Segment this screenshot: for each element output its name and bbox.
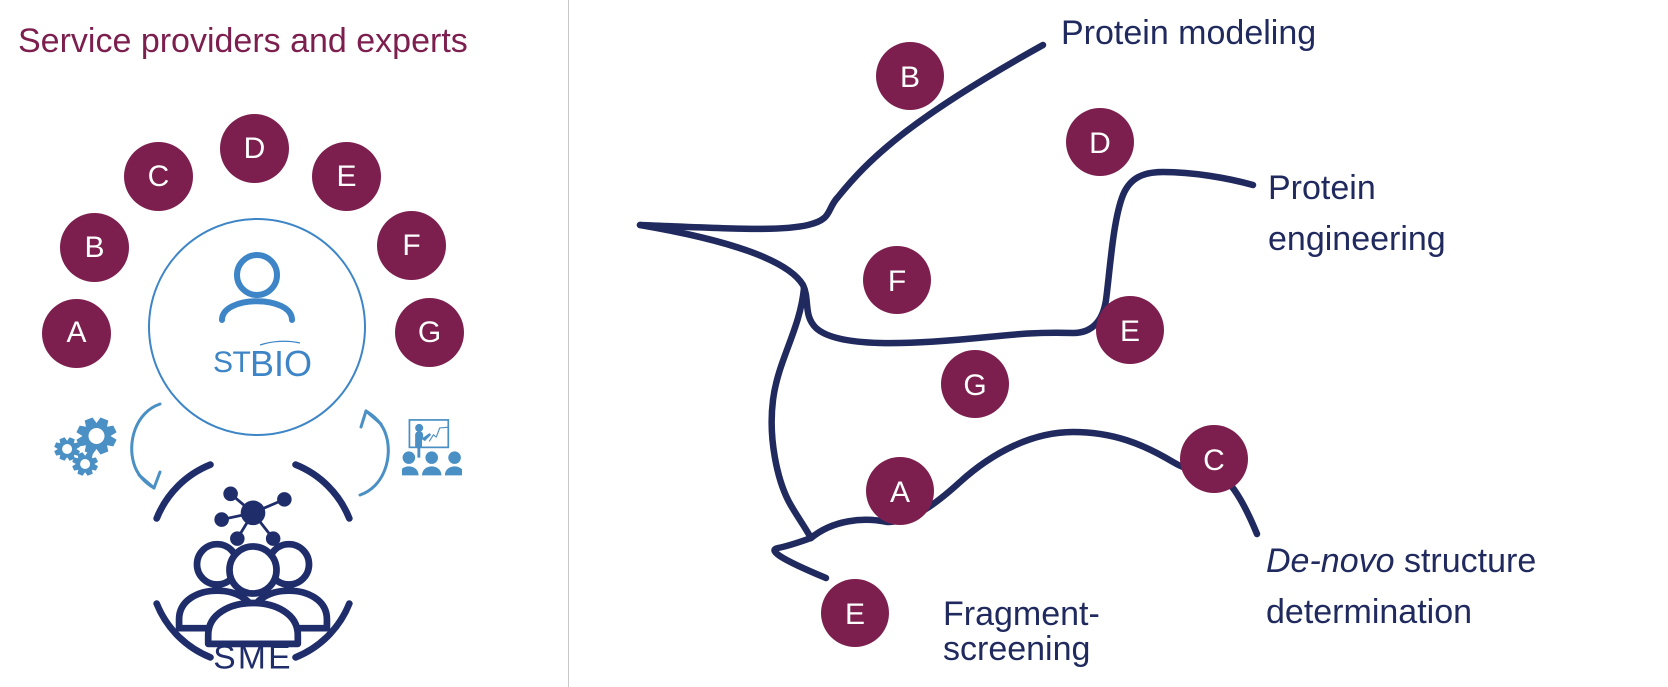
svg-text:E: E [845, 598, 865, 631]
svg-text:D: D [1089, 127, 1111, 160]
svg-text:determination: determination [1266, 593, 1472, 631]
svg-text:E: E [1120, 315, 1140, 348]
svg-text:G: G [963, 369, 986, 402]
svg-text:Protein modeling: Protein modeling [1061, 14, 1316, 52]
svg-text:ST: ST [213, 346, 251, 379]
svg-text:Fragment-: Fragment- [943, 595, 1100, 633]
svg-text:screening: screening [943, 630, 1090, 668]
svg-text:De-novo structure: De-novo structure [1266, 542, 1536, 580]
svg-text:SME: SME [213, 640, 292, 673]
svg-text:C: C [1203, 444, 1225, 477]
svg-text:F: F [888, 265, 906, 298]
svg-text:BIO: BIO [250, 343, 312, 384]
svg-text:engineering: engineering [1268, 220, 1446, 258]
svg-text:A: A [890, 476, 910, 509]
svg-text:B: B [900, 61, 920, 94]
svg-text:Protein: Protein [1268, 169, 1376, 207]
